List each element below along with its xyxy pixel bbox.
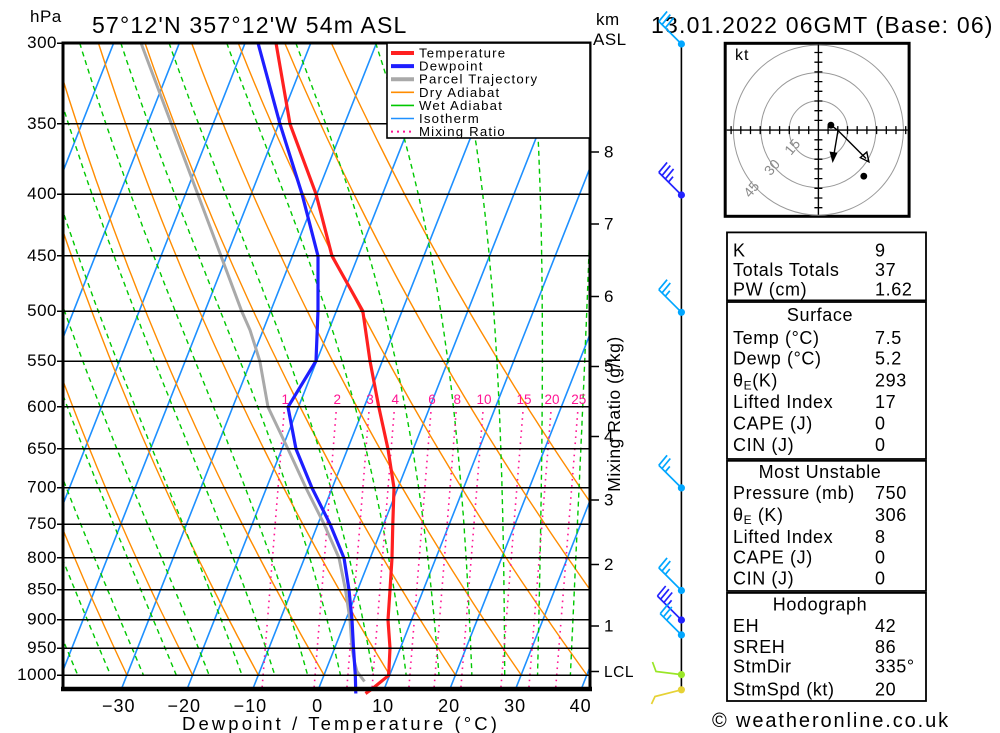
svg-text:Parcel Trajectory: Parcel Trajectory (419, 72, 538, 87)
svg-text:0: 0 (875, 548, 886, 568)
svg-text:kt: kt (735, 47, 749, 64)
svg-text:1000: 1000 (17, 665, 57, 684)
svg-text:20: 20 (438, 696, 460, 716)
svg-text:20: 20 (544, 392, 559, 407)
svg-text:13.01.2022 06GMT (Base: 06): 13.01.2022 06GMT (Base: 06) (651, 12, 994, 38)
svg-text:42: 42 (875, 616, 896, 636)
svg-text:37: 37 (875, 260, 896, 280)
svg-text:293: 293 (875, 371, 907, 391)
svg-text:700: 700 (27, 478, 57, 497)
svg-text:8: 8 (875, 527, 886, 547)
svg-text:30: 30 (504, 696, 526, 716)
svg-text:LCL: LCL (604, 664, 634, 681)
svg-text:7: 7 (604, 215, 614, 234)
svg-text:Temp (°C): Temp (°C) (733, 328, 820, 348)
svg-text:θE(K): θE(K) (733, 371, 778, 393)
svg-text:Hodograph: Hodograph (773, 595, 867, 615)
svg-text:km: km (596, 10, 620, 29)
svg-text:9: 9 (875, 241, 886, 261)
svg-text:450: 450 (27, 246, 57, 265)
svg-text:EH: EH (733, 616, 759, 636)
svg-text:550: 550 (27, 351, 57, 370)
svg-text:2: 2 (333, 392, 341, 407)
svg-text:−30: −30 (102, 696, 136, 716)
svg-text:PW (cm): PW (cm) (733, 280, 807, 300)
svg-text:0: 0 (312, 696, 323, 716)
svg-text:7.5: 7.5 (875, 328, 902, 348)
svg-text:Dewp (°C): Dewp (°C) (733, 349, 822, 369)
svg-text:K: K (733, 241, 746, 261)
svg-text:1: 1 (604, 617, 614, 636)
svg-text:Lifted Index: Lifted Index (733, 392, 833, 412)
svg-text:4: 4 (604, 427, 614, 446)
svg-text:306: 306 (875, 505, 907, 525)
svg-text:6: 6 (604, 287, 614, 306)
svg-text:Mixing Ratio (g/kg): Mixing Ratio (g/kg) (604, 336, 624, 491)
svg-text:Mixing Ratio: Mixing Ratio (419, 124, 506, 139)
svg-text:−10: −10 (234, 696, 268, 716)
svg-text:25: 25 (571, 392, 586, 407)
svg-text:650: 650 (27, 439, 57, 458)
svg-text:1.62: 1.62 (875, 280, 912, 300)
svg-text:Totals Totals: Totals Totals (733, 260, 840, 280)
svg-text:θE (K): θE (K) (733, 505, 784, 527)
svg-text:600: 600 (27, 397, 57, 416)
svg-text:20: 20 (875, 680, 896, 700)
svg-text:950: 950 (27, 638, 57, 657)
svg-text:Pressure (mb): Pressure (mb) (733, 483, 855, 503)
svg-text:4: 4 (391, 392, 399, 407)
svg-text:2: 2 (604, 555, 614, 574)
svg-text:400: 400 (27, 184, 57, 203)
svg-text:900: 900 (27, 610, 57, 629)
svg-text:500: 500 (27, 301, 57, 320)
svg-text:800: 800 (27, 548, 57, 567)
svg-text:CAPE (J): CAPE (J) (733, 548, 813, 568)
svg-text:3: 3 (366, 392, 374, 407)
svg-text:Surface: Surface (787, 305, 853, 325)
svg-text:57°12'N 357°12'W 54m ASL: 57°12'N 357°12'W 54m ASL (92, 12, 408, 38)
svg-text:Most Unstable: Most Unstable (759, 462, 882, 482)
svg-text:Wet Adiabat: Wet Adiabat (419, 98, 503, 113)
svg-text:15: 15 (516, 392, 531, 407)
svg-text:5.2: 5.2 (875, 349, 902, 369)
svg-text:750: 750 (27, 514, 57, 533)
svg-text:Temperature: Temperature (419, 46, 506, 61)
svg-text:350: 350 (27, 114, 57, 133)
svg-text:1: 1 (281, 392, 289, 407)
svg-text:17: 17 (875, 392, 896, 412)
svg-text:8: 8 (604, 143, 614, 162)
svg-text:hPa: hPa (30, 7, 62, 26)
svg-text:300: 300 (27, 33, 57, 52)
svg-text:CAPE (J): CAPE (J) (733, 414, 813, 434)
svg-text:Dewpoint: Dewpoint (419, 59, 484, 74)
svg-text:Lifted Index: Lifted Index (733, 527, 833, 547)
svg-text:−20: −20 (168, 696, 202, 716)
svg-text:3: 3 (604, 491, 614, 510)
svg-text:Isotherm: Isotherm (419, 111, 480, 126)
svg-text:StmDir: StmDir (733, 657, 792, 677)
svg-text:StmSpd (kt): StmSpd (kt) (733, 680, 835, 700)
svg-text:8: 8 (453, 392, 461, 407)
svg-text:0: 0 (875, 414, 886, 434)
svg-text:5: 5 (604, 357, 614, 376)
svg-text:CIN (J): CIN (J) (733, 569, 794, 589)
svg-text:SREH: SREH (733, 637, 785, 657)
svg-text:335°: 335° (875, 657, 915, 677)
svg-text:CIN (J): CIN (J) (733, 435, 794, 455)
svg-text:6: 6 (428, 392, 436, 407)
svg-text:850: 850 (27, 580, 57, 599)
svg-text:0: 0 (875, 569, 886, 589)
svg-text:© weatheronline.co.uk: © weatheronline.co.uk (712, 710, 950, 732)
svg-text:40: 40 (570, 696, 592, 716)
svg-text:ASL: ASL (593, 30, 627, 49)
svg-text:0: 0 (875, 435, 886, 455)
svg-text:Dewpoint / Temperature (°C): Dewpoint / Temperature (°C) (182, 713, 500, 733)
svg-text:Dry Adiabat: Dry Adiabat (419, 85, 500, 100)
svg-text:86: 86 (875, 637, 896, 657)
svg-text:750: 750 (875, 483, 907, 503)
svg-text:10: 10 (476, 392, 491, 407)
svg-text:10: 10 (372, 696, 394, 716)
